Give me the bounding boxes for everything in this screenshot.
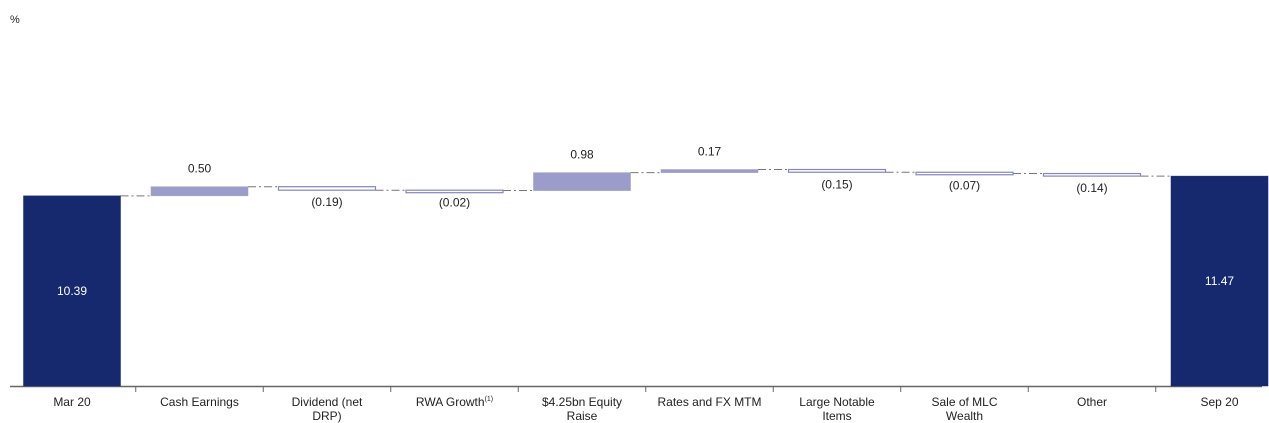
bar-4-25bn-equity-raise [533,172,631,191]
x-tick-label: Mar 20 [53,395,91,409]
bar-mar-20 [23,195,121,387]
bar-sep-20 [1170,175,1269,387]
x-tick-label: Other [1077,395,1107,409]
x-tick-label: Rates and FX MTM [657,395,761,409]
value-label: (0.14) [1076,181,1107,195]
bar-rwa-growth [405,189,504,194]
x-tick-label: Sale of MLC Wealth [931,395,997,423]
x-tick-label: $4.25bn Equity Raise [542,395,622,423]
value-label: 10.39 [57,284,87,298]
value-label: 11.47 [1205,274,1234,288]
bar-sale-of-mlc-wealth [915,171,1014,176]
unit-label: % [10,14,20,26]
value-label: 0.98 [570,148,594,162]
bar-cash-earnings [150,186,249,197]
x-tick-label: Cash Earnings [160,395,239,409]
value-label: (0.02) [439,196,470,210]
value-label: (0.07) [949,179,980,193]
value-label: (0.15) [821,177,852,191]
x-tick-label: Large Notable Items [799,395,875,423]
x-tick-label: Dividend (net DRP) [292,395,363,423]
x-tick-label: RWA Growth(1) [416,395,493,409]
bar-large-notable-items [787,168,887,173]
value-label: 0.50 [188,162,212,176]
bar-dividend-net-drp [277,186,377,191]
bar-rates-and-fx-mtm [660,169,759,173]
x-tick-label: Sep 20 [1200,395,1238,409]
value-label: (0.19) [311,195,342,209]
bar-other [1042,172,1142,177]
value-label: 0.17 [698,145,722,159]
